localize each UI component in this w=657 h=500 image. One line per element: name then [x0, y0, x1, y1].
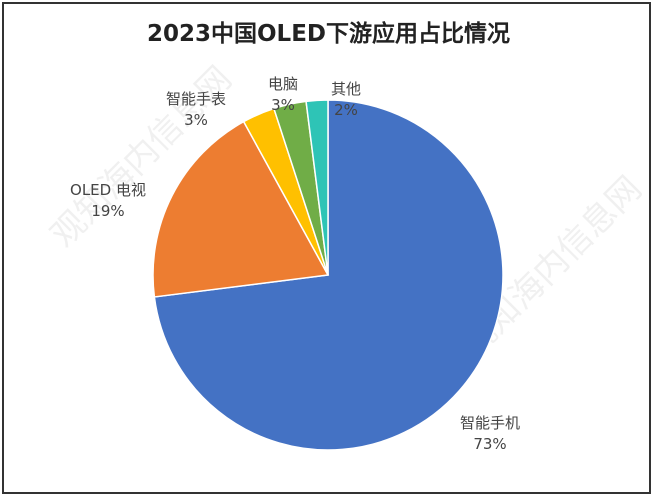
pie-slice-1 — [152, 120, 330, 298]
value-label: 3% — [271, 96, 295, 114]
chart-frame — [2, 2, 651, 494]
category-label: 智能手机 — [459, 414, 521, 432]
value-label: 73% — [473, 435, 507, 453]
pie-slice-4 — [305, 99, 329, 276]
value-label: 3% — [184, 111, 208, 129]
data-label-1: OLED 电视 19% — [70, 180, 146, 222]
category-label: 其他 — [330, 80, 362, 98]
data-label-4: 其他 2% — [331, 79, 361, 121]
data-label-0: 智能手机 73% — [460, 413, 520, 455]
category-label: OLED 电视 — [70, 181, 146, 199]
chart-title: 2023中国OLED下游应用占比情况 — [146, 21, 511, 47]
value-label: 2% — [334, 101, 358, 119]
category-label: 智能手表 — [165, 90, 227, 108]
category-label: 电脑 — [267, 75, 299, 93]
value-label: 19% — [91, 202, 125, 220]
data-label-2: 智能手表 3% — [166, 89, 226, 131]
data-label-3: 电脑 3% — [268, 74, 298, 116]
